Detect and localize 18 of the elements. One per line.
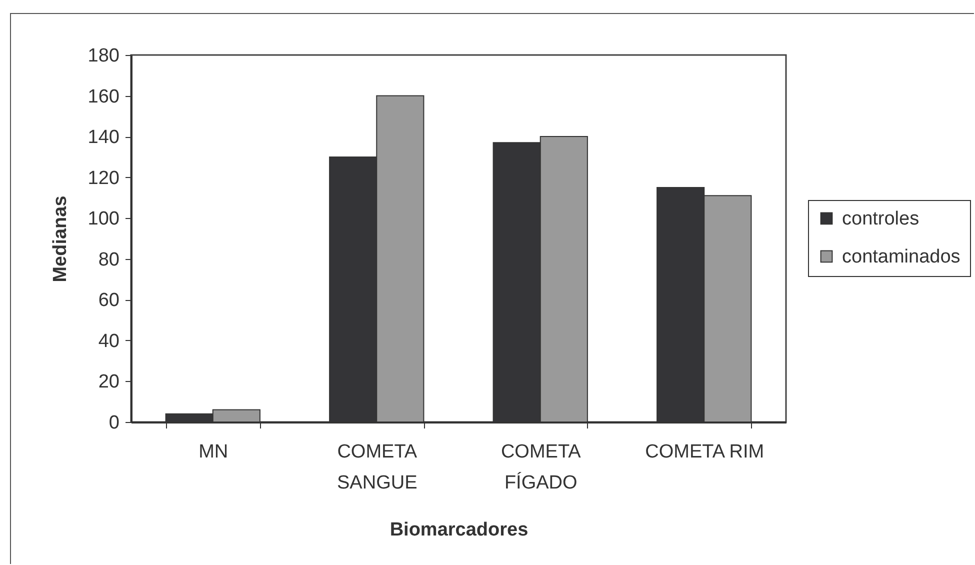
y-tick-label: 180 bbox=[88, 46, 120, 66]
x-tick-label: COMETA SANGUE bbox=[337, 442, 418, 494]
y-tick-label: 80 bbox=[98, 249, 120, 270]
legend-label: contaminados bbox=[842, 246, 960, 268]
x-tick-label: MN bbox=[198, 442, 228, 462]
y-tick-label: 120 bbox=[88, 168, 120, 189]
y-tick-label: 0 bbox=[108, 412, 120, 434]
y-tick-label: 160 bbox=[88, 86, 120, 108]
y-tick-label: 40 bbox=[98, 330, 120, 352]
y-tick-label: 100 bbox=[88, 208, 120, 230]
y-tick-label: 20 bbox=[98, 372, 120, 393]
y-axis-title: Medianas bbox=[50, 196, 71, 282]
legend-label: controles bbox=[842, 208, 920, 230]
y-tick-label: 60 bbox=[98, 290, 120, 312]
x-tick-label: COMETA RIM bbox=[645, 442, 764, 462]
y-tick-label: 140 bbox=[88, 127, 120, 148]
x-tick-label: COMETA FÍGADO bbox=[500, 442, 582, 494]
x-axis-title: Biomarcadores bbox=[390, 520, 528, 540]
